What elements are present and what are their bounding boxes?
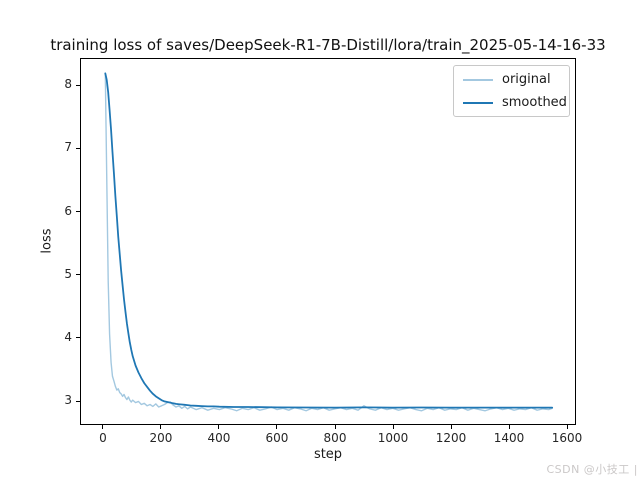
legend-item-smoothed: smoothed bbox=[463, 94, 569, 111]
y-tick-label: 4 bbox=[64, 329, 72, 344]
x-tick-mark bbox=[102, 425, 104, 429]
y-tick-mark bbox=[76, 211, 80, 212]
legend-label-original: original bbox=[502, 72, 551, 87]
x-tick-mark bbox=[218, 425, 220, 429]
y-tick-label: 5 bbox=[64, 266, 72, 281]
original-line-sample-icon bbox=[463, 78, 493, 81]
y-tick-mark bbox=[76, 84, 80, 86]
y-tick-label: 3 bbox=[64, 393, 72, 407]
x-tick-label: 800 bbox=[323, 431, 347, 445]
x-tick-label: 1400 bbox=[493, 431, 525, 445]
y-tick-label: 7 bbox=[64, 140, 72, 155]
x-tick-mark bbox=[276, 425, 278, 429]
x-tick-label: 1000 bbox=[377, 431, 409, 445]
y-tick-mark bbox=[76, 147, 80, 149]
x-tick-mark bbox=[160, 425, 162, 429]
y-tick-label: 6 bbox=[64, 203, 72, 218]
x-tick-label: 200 bbox=[149, 431, 173, 445]
smoothed-line-sample-icon bbox=[463, 101, 493, 104]
x-tick-mark bbox=[450, 425, 452, 429]
watermark: CSDN @小技工 | bbox=[546, 463, 638, 476]
x-axis-label: step bbox=[313, 447, 343, 462]
smoothed-line bbox=[104, 72, 554, 409]
legend-item-original: original bbox=[463, 71, 569, 88]
x-tick-label: 600 bbox=[265, 431, 289, 445]
x-tick-mark bbox=[508, 425, 510, 429]
plot-area bbox=[80, 58, 576, 425]
y-axis-label: loss bbox=[39, 228, 55, 254]
y-tick-mark bbox=[76, 274, 80, 276]
y-tick-mark bbox=[76, 400, 80, 402]
x-tick-mark bbox=[334, 425, 336, 429]
chart-title: training loss of saves/DeepSeek-R1-7B-Di… bbox=[50, 36, 606, 54]
x-tick-label: 0 bbox=[99, 431, 107, 445]
legend-label-smoothed: smoothed bbox=[502, 95, 567, 110]
y-tick-label: 8 bbox=[64, 77, 72, 92]
y-tick-mark bbox=[76, 337, 80, 339]
original-line bbox=[104, 72, 553, 412]
x-tick-mark bbox=[566, 425, 568, 429]
legend: original smoothed bbox=[453, 65, 570, 117]
x-tick-label: 1600 bbox=[551, 431, 583, 445]
plot-canvas bbox=[104, 72, 554, 412]
x-tick-mark bbox=[392, 425, 394, 429]
x-tick-label: 1200 bbox=[435, 431, 467, 445]
x-tick-label: 400 bbox=[207, 431, 231, 445]
